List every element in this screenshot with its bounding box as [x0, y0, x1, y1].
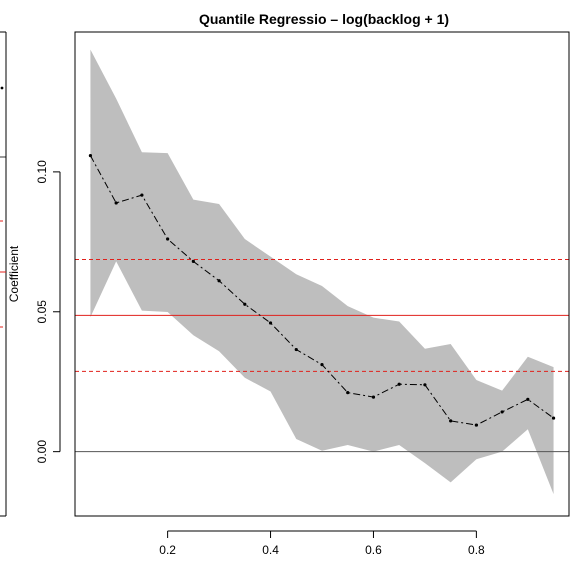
left-panel-fragment — [0, 31, 7, 517]
left-panel-point — [0, 86, 4, 90]
estimate-point — [166, 237, 170, 241]
estimate-point — [423, 383, 427, 387]
estimate-point — [88, 154, 93, 158]
plot-area — [75, 49, 569, 495]
y-tick-label: 0.00 — [35, 440, 49, 464]
y-tick-label: 0.10 — [35, 160, 49, 184]
x-tick-label: 0.6 — [365, 543, 382, 557]
confidence-band — [90, 49, 554, 495]
estimate-point — [449, 419, 453, 423]
y-axis: 0.00 0.05 0.10 — [35, 160, 61, 464]
estimate-point — [346, 391, 350, 395]
y-tick-label: 0.05 — [35, 300, 49, 324]
chart-title: Quantile Regressio – log(backlog + 1) — [199, 11, 449, 27]
estimate-point — [371, 395, 376, 399]
estimate-point — [217, 279, 221, 283]
estimate-point — [320, 363, 324, 367]
estimate-point — [474, 423, 478, 427]
estimate-point — [191, 259, 195, 264]
estimate-point — [397, 382, 401, 386]
estimate-point — [551, 416, 556, 420]
estimate-point — [140, 193, 144, 197]
x-tick-label: 0.4 — [262, 543, 279, 557]
estimate-point — [294, 347, 298, 352]
estimate-point — [500, 410, 504, 414]
y-axis-title: Coefficient — [7, 245, 21, 302]
x-axis: 0.2 0.4 0.6 0.8 — [159, 530, 485, 557]
x-tick-label: 0.2 — [159, 543, 176, 557]
estimate-point — [526, 397, 530, 401]
estimate-point — [243, 302, 247, 306]
plot-frame — [74, 31, 570, 517]
estimate-point — [268, 321, 273, 325]
x-tick-label: 0.8 — [468, 543, 485, 557]
estimate-point — [114, 201, 118, 205]
